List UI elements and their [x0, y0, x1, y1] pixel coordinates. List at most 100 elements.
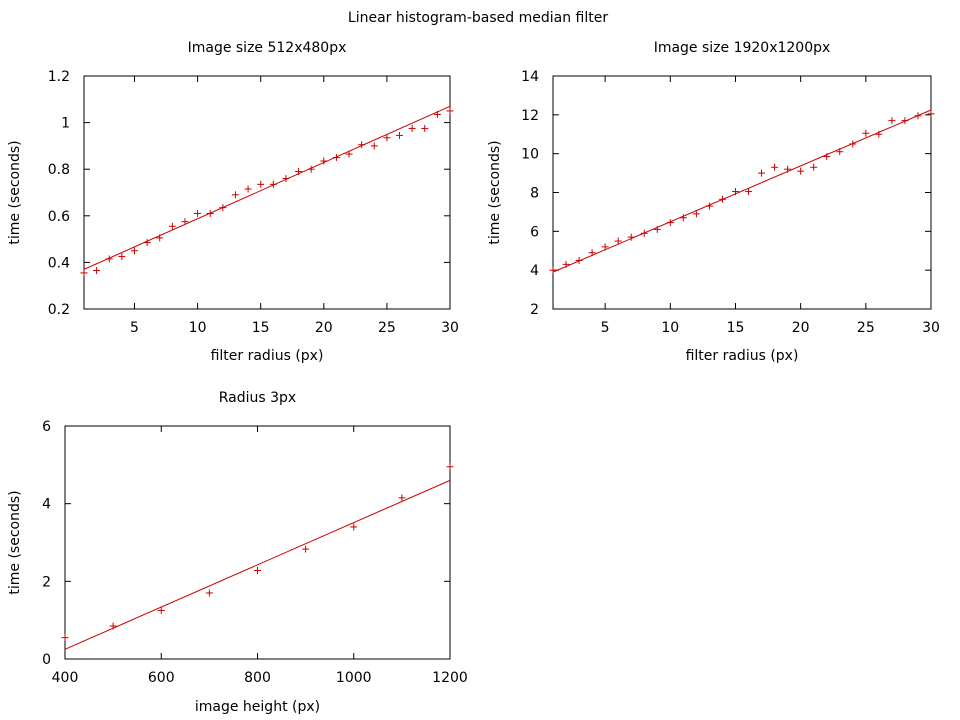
- plot-frame: [84, 76, 450, 309]
- chart-title: Image size 1920x1200px: [654, 40, 831, 56]
- data-point: [888, 117, 895, 124]
- y-tick-label: 4: [530, 263, 539, 279]
- data-point: [849, 140, 856, 147]
- fit-line: [84, 106, 450, 269]
- data-point: [245, 186, 252, 193]
- y-tick-label: 1.2: [48, 69, 70, 85]
- data-point: [784, 166, 791, 173]
- data-point: [719, 196, 726, 203]
- chart-c1: Image size 512x480px 5 10 15 20 25 30 0.2 0.4 0.6…: [7, 40, 459, 364]
- x-axis-label: filter radius (px): [211, 348, 324, 364]
- y-tick-label: 4: [42, 497, 51, 513]
- data-point: [641, 230, 648, 237]
- x-tick-label: 1200: [432, 670, 468, 686]
- y-tick-label: 0.8: [48, 162, 70, 178]
- data-point: [758, 170, 765, 177]
- data-point: [350, 523, 357, 530]
- data-point: [589, 249, 596, 256]
- plot-frame: [553, 76, 931, 309]
- x-tick-label: 600: [148, 670, 175, 686]
- data-point: [901, 117, 908, 124]
- data-point: [434, 111, 441, 118]
- x-tick-label: 20: [315, 320, 333, 336]
- x-tick-label: 30: [922, 320, 940, 336]
- x-tick-label: 25: [378, 320, 396, 336]
- x-tick-label: 1000: [336, 670, 372, 686]
- data-point: [409, 125, 416, 132]
- x-tick-label: 15: [252, 320, 270, 336]
- y-tick-label: 14: [521, 69, 539, 85]
- data-point: [232, 191, 239, 198]
- y-axis-label: time (seconds): [7, 490, 23, 594]
- x-tick-label: 25: [857, 320, 875, 336]
- data-point: [447, 107, 454, 114]
- y-axis-label: time (seconds): [487, 140, 503, 244]
- data-point: [302, 546, 309, 553]
- y-tick-label: 12: [521, 108, 539, 124]
- data-point: [396, 132, 403, 139]
- y-tick-label: 0.6: [48, 209, 70, 225]
- data-point: [181, 218, 188, 225]
- chart-c3: Radius 3px 400 600 800 1000 1200 0 2 4 6 image hei…: [7, 390, 468, 715]
- chart-c2: Image size 1920x1200px 5 10 15 20 25 30 2 4 6 8 10 1…: [487, 40, 940, 364]
- data-point: [62, 634, 69, 641]
- y-tick-label: 10: [521, 147, 539, 163]
- x-axis-label: image height (px): [195, 699, 320, 715]
- data-point: [914, 112, 921, 119]
- x-tick-label: 800: [244, 670, 271, 686]
- data-point: [206, 589, 213, 596]
- x-axis-label: filter radius (px): [686, 348, 799, 364]
- data-point: [106, 255, 113, 262]
- data-point: [602, 243, 609, 250]
- x-tick-label: 10: [189, 320, 207, 336]
- data-point: [346, 151, 353, 158]
- data-point: [207, 210, 214, 217]
- y-tick-label: 0.2: [48, 302, 70, 318]
- data-point: [836, 148, 843, 155]
- y-tick-label: 6: [530, 224, 539, 240]
- data-point: [81, 269, 88, 276]
- y-tick-label: 0: [42, 652, 51, 668]
- y-axis-label: time (seconds): [7, 140, 23, 244]
- chart-title: Image size 512x480px: [188, 40, 347, 56]
- y-tick-label: 6: [42, 419, 51, 435]
- data-point: [447, 463, 454, 470]
- data-point: [797, 168, 804, 175]
- data-point: [333, 154, 340, 161]
- x-tick-label: 15: [727, 320, 745, 336]
- data-point: [371, 142, 378, 149]
- chart-title: Radius 3px: [219, 390, 296, 406]
- figure-title: Linear histogram-based median filter: [348, 10, 608, 26]
- data-point: [550, 267, 557, 274]
- data-point: [421, 125, 428, 132]
- x-tick-label: 30: [441, 320, 459, 336]
- y-tick-label: 1: [61, 116, 70, 132]
- data-point: [110, 622, 117, 629]
- x-tick-label: 5: [601, 320, 610, 336]
- x-tick-label: 400: [52, 670, 79, 686]
- x-tick-label: 20: [792, 320, 810, 336]
- data-point: [563, 261, 570, 268]
- y-tick-label: 8: [530, 186, 539, 202]
- x-tick-label: 5: [130, 320, 139, 336]
- data-point: [219, 204, 226, 211]
- data-point: [732, 188, 739, 195]
- fit-line: [65, 480, 450, 649]
- data-point: [771, 164, 778, 171]
- data-point: [194, 210, 201, 217]
- data-point: [576, 257, 583, 264]
- data-point: [654, 226, 661, 233]
- y-tick-label: 2: [42, 574, 51, 590]
- data-point: [862, 130, 869, 137]
- fit-line: [553, 110, 931, 272]
- y-tick-label: 2: [530, 302, 539, 318]
- data-point: [93, 267, 100, 274]
- data-point: [810, 164, 817, 171]
- data-point: [295, 168, 302, 175]
- data-point: [667, 219, 674, 226]
- y-tick-label: 0.4: [48, 255, 70, 271]
- data-point: [156, 234, 163, 241]
- x-tick-label: 10: [661, 320, 679, 336]
- data-point: [270, 181, 277, 188]
